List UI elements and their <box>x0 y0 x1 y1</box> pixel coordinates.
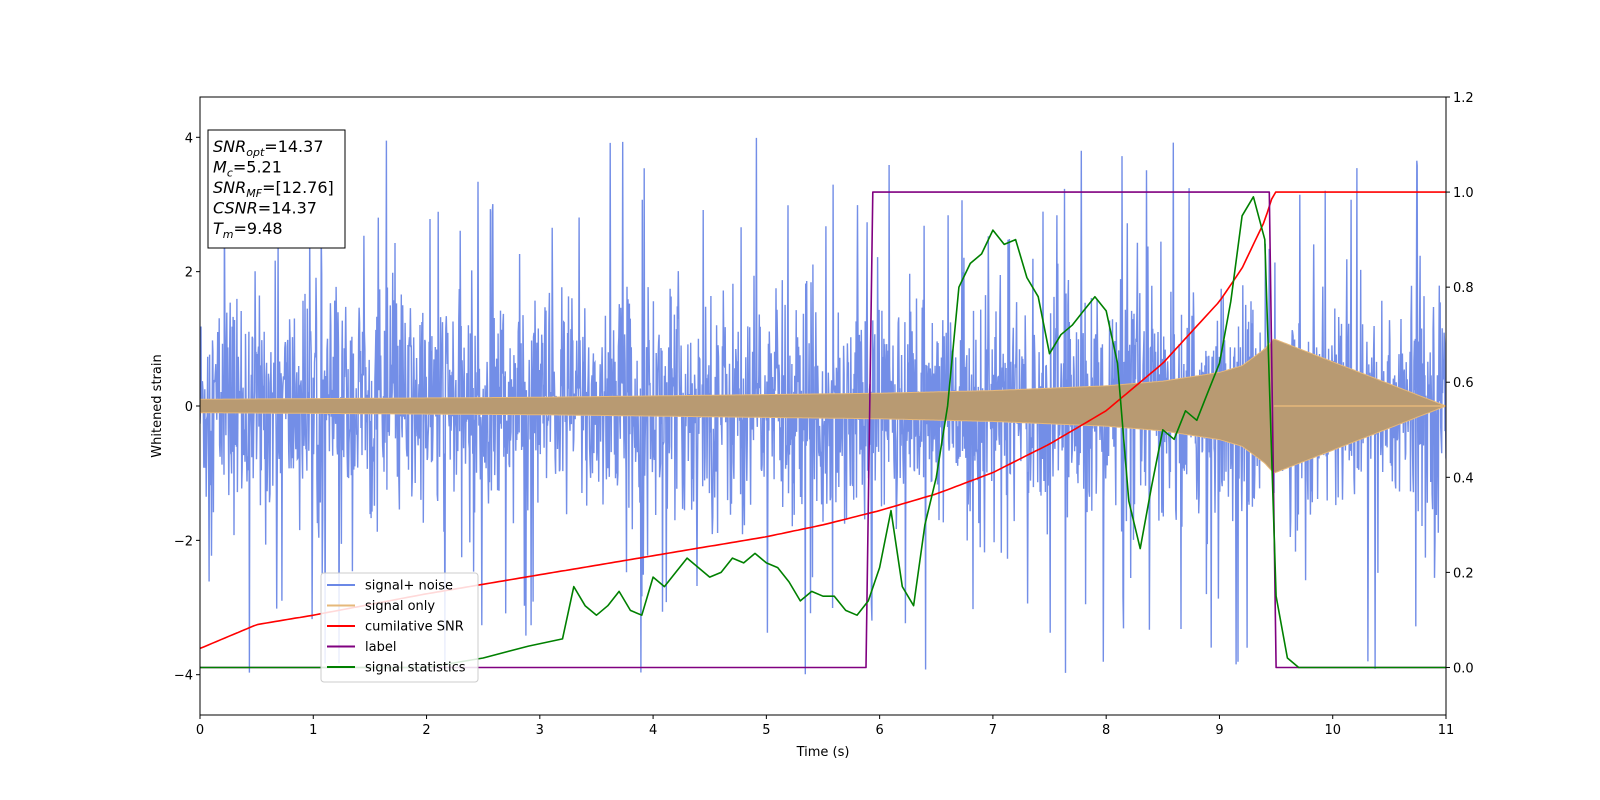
y-right-tick-label: 0.2 <box>1453 566 1474 581</box>
x-axis-label: Time (s) <box>796 745 850 760</box>
x-tick-label: 5 <box>762 723 770 738</box>
y-right-tick-label: 0.4 <box>1453 471 1474 486</box>
annotation-line: Tm=9.48 <box>213 219 283 241</box>
annotation-frame <box>207 129 346 249</box>
legend-label: cumilative SNR <box>365 620 464 635</box>
annotation-line: CSNR=14.37 <box>213 199 317 218</box>
legend-frame <box>320 572 479 683</box>
x-tick-label: 9 <box>1215 723 1223 738</box>
x-tick-label: 1 <box>309 723 317 738</box>
x-tick-label: 8 <box>1102 723 1110 738</box>
y-left-tick-label: 2 <box>185 266 193 281</box>
y-right-tick-label: 1.0 <box>1453 186 1474 201</box>
y-left-tick-label: −2 <box>174 534 193 549</box>
x-tick-label: 10 <box>1324 723 1341 738</box>
legend-label: signal+ noise <box>365 579 453 594</box>
x-tick-label: 4 <box>649 723 657 738</box>
y-right-tick-label: 0.0 <box>1453 661 1474 676</box>
annotation-box: SNRopt=14.37Mc=5.21SNRMF=[12.76]CSNR=14.… <box>207 129 346 249</box>
annotation-line: SNRopt=14.37 <box>213 137 324 159</box>
y-right-tick-label: 0.8 <box>1453 281 1474 296</box>
legend: signal+ noise signal only cumilative SNR la… <box>320 572 479 683</box>
annotation-line: SNRMF=[12.76] <box>213 178 334 200</box>
x-tick-label: 2 <box>422 723 430 738</box>
x-tick-label: 11 <box>1438 723 1455 738</box>
y-right-tick-label: 0.6 <box>1453 376 1474 391</box>
series-signal-statistics <box>200 196 1446 669</box>
x-tick-label: 6 <box>875 723 883 738</box>
y-left-tick-label: 0 <box>185 400 193 415</box>
x-tick-label: 3 <box>536 723 544 738</box>
y-axis-label: Whitened strain <box>150 354 165 457</box>
y-left-tick-label: −4 <box>174 669 193 684</box>
legend-label: label <box>365 640 396 655</box>
y-right-tick-label: 1.2 <box>1453 91 1474 106</box>
legend-label: signal only <box>365 599 435 614</box>
y-left-tick-label: 4 <box>185 131 193 146</box>
axes-ticks: 0 1 2 3 4 5 6 7 8 9 10 11 −4 −2 0 2 4 0.0 0.2 0.4 0.6 0.8 1.0 1… <box>174 91 1474 738</box>
x-tick-label: 7 <box>989 723 997 738</box>
annotation-line: Mc=5.21 <box>213 158 282 180</box>
legend-label: signal statistics <box>365 661 466 676</box>
x-tick-label: 0 <box>196 723 204 738</box>
